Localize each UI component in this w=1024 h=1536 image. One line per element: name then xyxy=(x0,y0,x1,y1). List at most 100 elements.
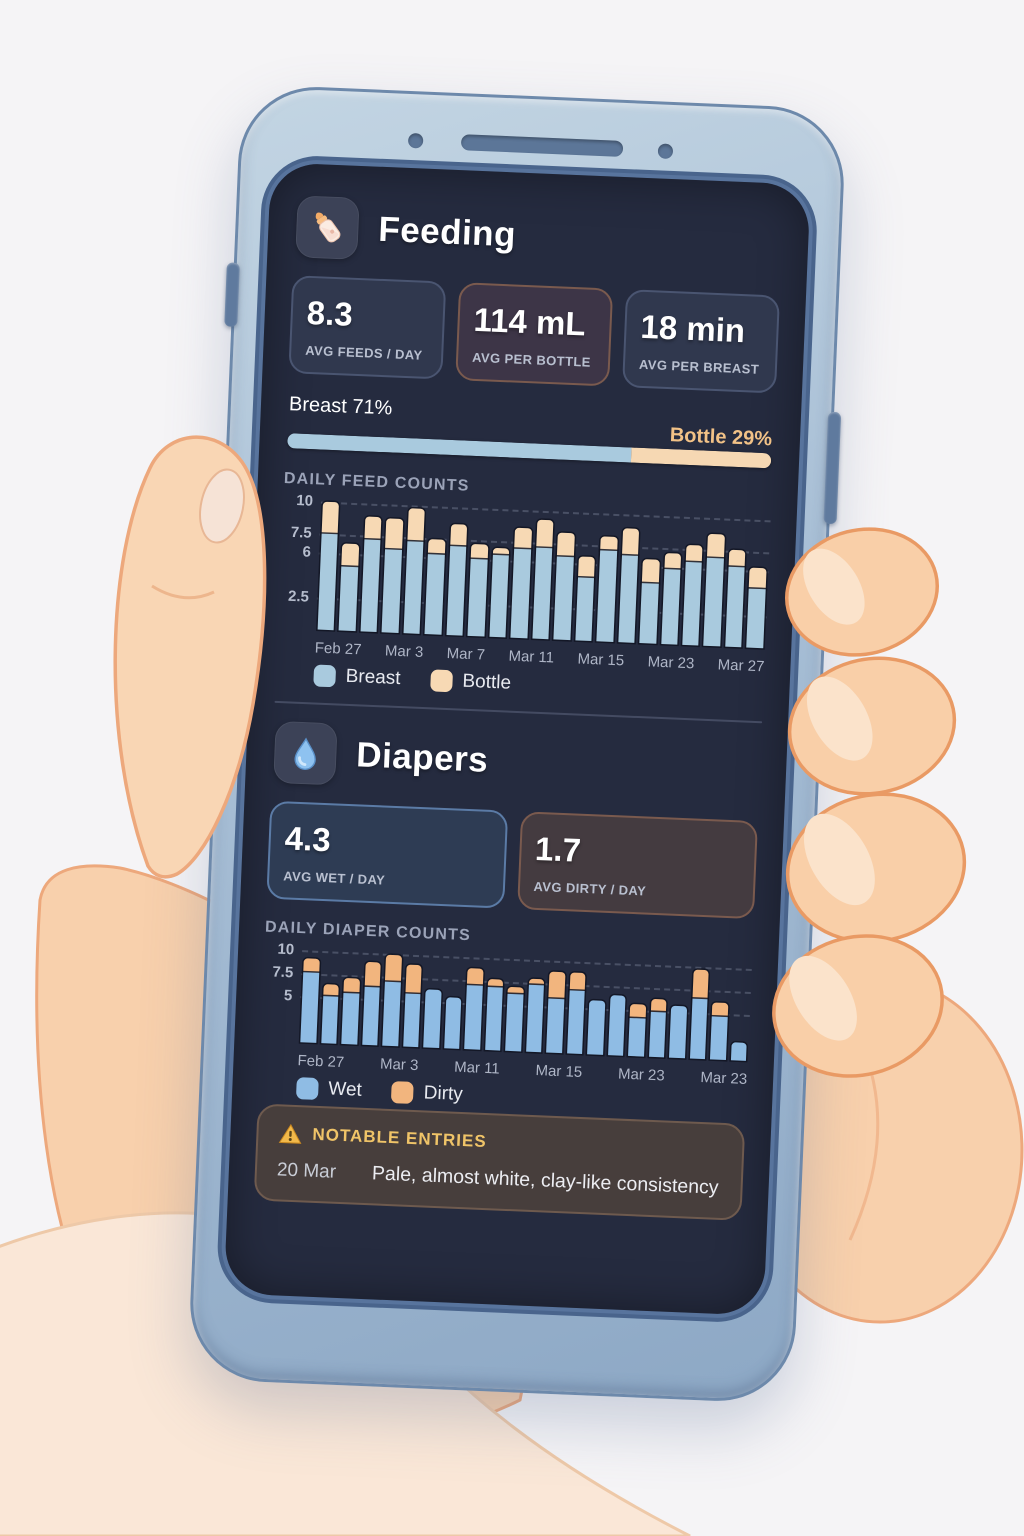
bottle-segment xyxy=(428,539,446,555)
feed-bar xyxy=(467,508,490,637)
diaper-bar xyxy=(730,969,749,1062)
split-bar-bottle xyxy=(630,447,772,469)
wet-segment xyxy=(320,995,339,1045)
speaker-grille xyxy=(460,134,624,157)
diapers-icon-tile xyxy=(273,721,338,786)
diaper-chart-plot-row: 10 7.5 5 xyxy=(260,941,752,1062)
stat-card-avg-per-bottle: 114 mL AVG PER BOTTLE xyxy=(455,282,614,387)
bottle-segment xyxy=(535,519,554,549)
x-tick-label: Mar 23 xyxy=(617,1065,666,1085)
bottle-segment xyxy=(557,532,575,558)
notable-entries-header: NOTABLE ENTRIES xyxy=(278,1123,723,1164)
diaper-bar xyxy=(546,961,566,1054)
x-tick-label: Mar 7 xyxy=(446,645,486,664)
feed-bar xyxy=(617,514,640,644)
bottle-segment xyxy=(341,543,360,568)
wet-segment xyxy=(587,1000,605,1056)
bottle-segment xyxy=(600,536,618,552)
breast-segment xyxy=(446,545,467,636)
diaper-bar xyxy=(382,954,402,1047)
diaper-bar xyxy=(423,956,442,1049)
stat-value: 8.3 xyxy=(306,293,354,333)
diaper-bar xyxy=(587,963,606,1056)
notable-entry-row[interactable]: 20 Mar Pale, almost white, clay-like con… xyxy=(276,1159,721,1201)
x-tick-label: Mar 3 xyxy=(384,642,424,662)
x-tick-label: Mar 11 xyxy=(508,647,555,667)
power-button xyxy=(224,262,240,327)
stat-value: 18 min xyxy=(639,307,746,350)
dirty-segment xyxy=(384,955,402,983)
x-tick-label: Feb 27 xyxy=(314,639,362,659)
diapers-stats-row: 4.3 AVG WET / DAY 1.7 AVG DIRTY / DAY xyxy=(266,800,758,920)
wet-segment xyxy=(628,1017,646,1057)
bottle-segment xyxy=(514,527,532,550)
diaper-chart-plot xyxy=(298,950,752,1062)
legend-swatch xyxy=(295,1077,319,1101)
feed-bar xyxy=(360,504,383,633)
stat-card-avg-wet: 4.3 AVG WET / DAY xyxy=(266,800,508,909)
notable-entries-card: NOTABLE ENTRIES 20 Mar Pale, almost whit… xyxy=(253,1103,746,1222)
diaper-chart: 10 7.5 5 Feb 27 Mar 3 Mar 11 Mar 15 Mar 23 Mar … xyxy=(258,941,752,1118)
feed-bar xyxy=(489,509,511,638)
diaper-bar xyxy=(320,952,340,1045)
legend-label: Bottle xyxy=(462,670,512,694)
wet-segment xyxy=(382,981,401,1047)
legend-item-wet: Wet xyxy=(295,1077,362,1102)
feed-bar xyxy=(510,510,533,639)
diaper-bar xyxy=(628,964,647,1057)
diaper-chart-y-axis: 10 7.5 5 xyxy=(260,941,302,1043)
bottle-segment xyxy=(450,523,468,547)
wet-segment xyxy=(525,984,544,1053)
breast-segment xyxy=(575,577,595,642)
bottle-segment xyxy=(663,553,682,570)
bottle-segment xyxy=(685,545,703,563)
x-tick-label: Mar 27 xyxy=(717,656,765,676)
dirty-segment xyxy=(650,998,667,1013)
legend-swatch xyxy=(313,664,337,688)
x-tick-label: Mar 15 xyxy=(577,650,625,670)
feed-bar xyxy=(532,511,554,640)
x-tick-label: Feb 27 xyxy=(297,1052,345,1072)
breast-segment xyxy=(532,547,553,640)
diaper-bar xyxy=(300,951,320,1044)
stat-value: 114 mL xyxy=(472,300,587,343)
diaper-bar xyxy=(443,957,463,1050)
diapers-header: Diapers xyxy=(273,721,759,803)
wet-segment xyxy=(484,986,503,1051)
breast-segment xyxy=(424,553,445,635)
feed-chart-y-axis: 10 7.5 6 2.5 xyxy=(278,492,321,629)
notable-entries-title: NOTABLE ENTRIES xyxy=(312,1125,488,1152)
feed-bar xyxy=(596,514,618,643)
stat-card-avg-dirty: 1.7 AVG DIRTY / DAY xyxy=(516,811,758,920)
feed-bar xyxy=(403,505,426,635)
dirty-segment xyxy=(629,1003,646,1019)
diaper-bar xyxy=(648,965,668,1058)
x-tick-label: Mar 23 xyxy=(647,653,695,673)
stat-label: AVG PER BREAST xyxy=(638,356,760,377)
feeding-icon-tile xyxy=(295,195,360,260)
breast-segment xyxy=(703,557,724,647)
y-tick-label: 7.5 xyxy=(290,524,312,542)
x-tick-label: Mar 3 xyxy=(379,1055,419,1075)
legend-item-breast: Breast xyxy=(313,664,401,691)
dirty-segment xyxy=(692,969,709,999)
diaper-bar xyxy=(668,966,688,1059)
stat-label: AVG WET / DAY xyxy=(282,868,386,888)
breast-segment xyxy=(510,548,531,639)
bottle-segment xyxy=(321,501,340,535)
dirty-segment xyxy=(303,958,320,974)
breast-segment xyxy=(660,568,681,645)
breast-bottle-split: Breast 71% Bottle 29% xyxy=(287,393,773,469)
front-camera-dot xyxy=(407,132,424,149)
diaper-bar xyxy=(607,964,627,1057)
bottle-segment xyxy=(364,516,382,541)
x-tick-label: Mar 15 xyxy=(535,1062,583,1082)
app-screen: Feeding 8.3 AVG FEEDS / DAY 114 mL AVG P… xyxy=(223,162,811,1316)
feed-bar xyxy=(703,518,726,647)
breast-segment xyxy=(746,588,766,649)
diaper-bar xyxy=(464,958,484,1051)
diaper-bar xyxy=(525,960,545,1053)
breast-segment xyxy=(467,559,488,637)
breast-segment xyxy=(403,541,424,635)
breast-segment xyxy=(596,550,617,643)
